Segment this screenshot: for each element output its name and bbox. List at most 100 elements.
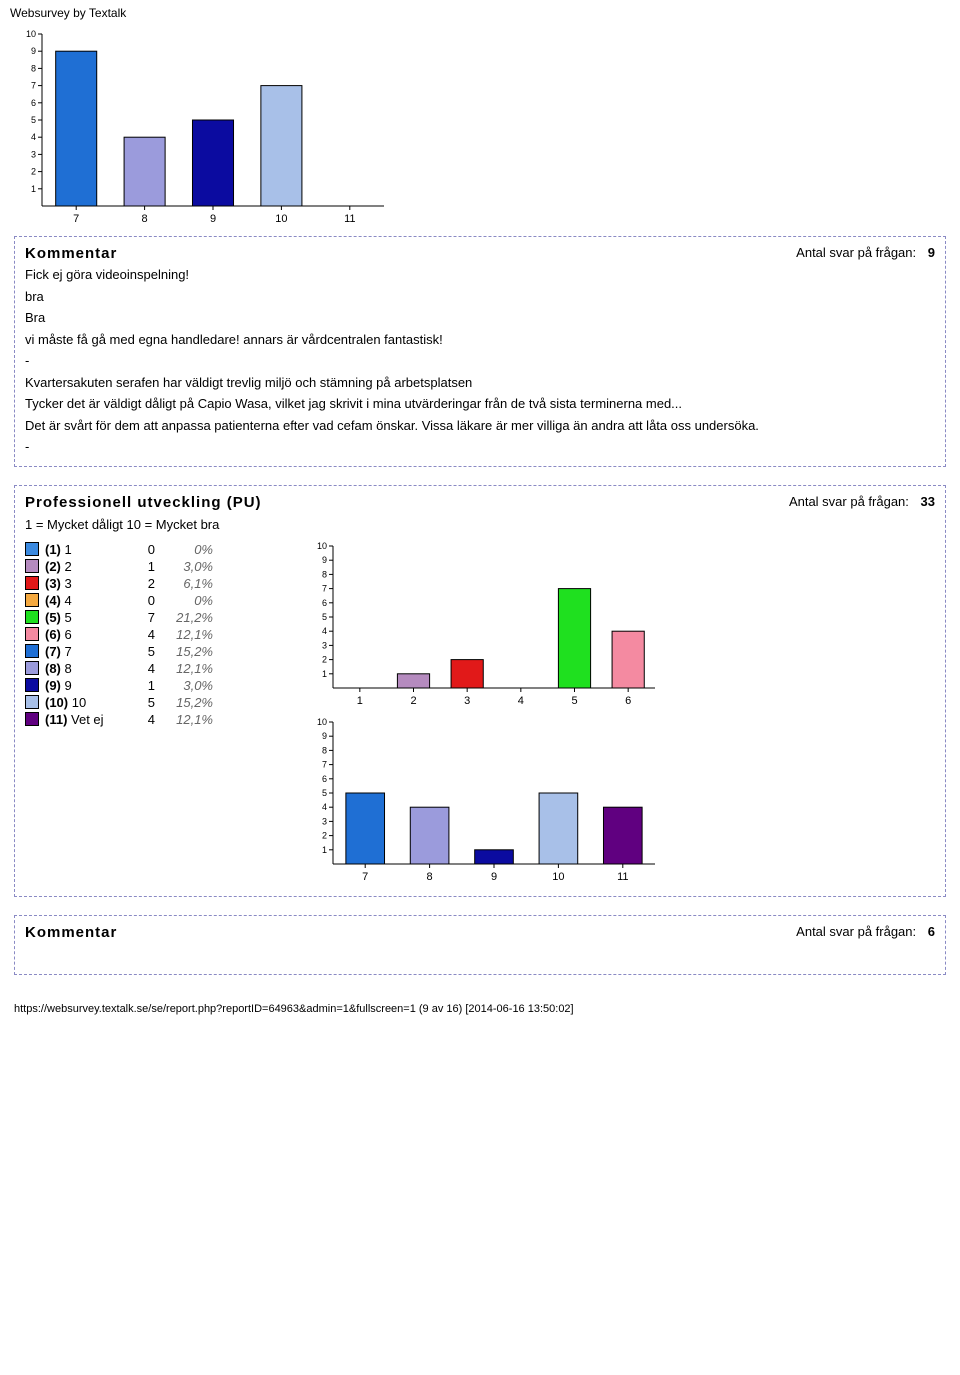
legend-percent: 0% [163, 593, 213, 608]
legend-swatch [25, 610, 39, 624]
comment-line: bra [25, 288, 935, 306]
svg-text:4: 4 [322, 626, 327, 636]
legend-swatch [25, 661, 39, 675]
legend-row: (6) 6412,1% [25, 627, 285, 642]
answer-count-pu: Antal svar på frågan: 33 [789, 494, 935, 509]
legend-row: (7) 75 15,2% [25, 644, 285, 659]
svg-text:5: 5 [322, 788, 327, 798]
svg-text:9: 9 [31, 46, 36, 56]
legend-percent: 12,1% [163, 661, 213, 676]
legend-swatch [25, 695, 39, 709]
legend-count: 4 [125, 712, 155, 727]
svg-text:9: 9 [322, 731, 327, 741]
svg-text:8: 8 [322, 569, 327, 579]
page-header: Websurvey by Textalk [0, 0, 960, 24]
legend-count: 1 [125, 559, 155, 574]
kommentar-title-1: Kommentar [25, 245, 117, 262]
legend-count: 4 [125, 627, 155, 642]
svg-text:6: 6 [322, 598, 327, 608]
comment-line: Bra [25, 309, 935, 327]
svg-text:1: 1 [357, 695, 363, 707]
svg-text:10: 10 [317, 717, 327, 727]
svg-text:1: 1 [322, 845, 327, 855]
svg-text:7: 7 [31, 81, 36, 91]
legend-swatch [25, 678, 39, 692]
svg-text:7: 7 [73, 213, 79, 225]
comment-line: - [25, 352, 935, 370]
legend-percent: 3,0% [163, 678, 213, 693]
svg-text:6: 6 [31, 98, 36, 108]
pu-bar-chart-b: 123456789107891011 [305, 716, 665, 886]
answer-count-2: Antal svar på frågan: 6 [796, 924, 935, 939]
top-bar-chart: 123456789107891011 [14, 28, 394, 228]
legend-label: (11) Vet ej [45, 712, 125, 727]
legend-row: (5) 57 21,2% [25, 610, 285, 625]
comment-line: - [25, 438, 935, 456]
legend-count: 2 [125, 576, 155, 591]
svg-text:8: 8 [427, 871, 433, 883]
svg-text:10: 10 [26, 29, 36, 39]
kommentar-section-1: Antal svar på frågan: 9 Kommentar Fick e… [14, 236, 946, 467]
comment-line: Kvartersakuten serafen har väldigt trevl… [25, 374, 935, 392]
legend-swatch [25, 593, 39, 607]
comment-line: Tycker det är väldigt dåligt på Capio Wa… [25, 395, 935, 413]
answer-label: Antal svar på frågan: [796, 245, 916, 260]
pu-bar-chart-a: 12345678910123456 [305, 540, 665, 710]
svg-text:9: 9 [322, 555, 327, 565]
svg-text:2: 2 [322, 655, 327, 665]
svg-text:4: 4 [518, 695, 524, 707]
legend-count: 5 [125, 644, 155, 659]
svg-text:8: 8 [31, 63, 36, 73]
svg-text:10: 10 [552, 871, 564, 883]
legend-count: 4 [125, 661, 155, 676]
legend-row: (3) 326,1% [25, 576, 285, 591]
svg-text:5: 5 [31, 115, 36, 125]
legend-swatch [25, 576, 39, 590]
svg-text:1: 1 [31, 184, 36, 194]
legend-percent: 12,1% [163, 627, 213, 642]
answer-label: Antal svar på frågan: [796, 924, 916, 939]
legend-label: (7) 7 [45, 644, 125, 659]
page-footer: https://websurvey.textalk.se/se/report.p… [0, 993, 960, 1025]
legend-percent: 21,2% [163, 610, 213, 625]
svg-text:10: 10 [317, 541, 327, 551]
legend-label: (8) 8 [45, 661, 125, 676]
svg-text:5: 5 [322, 612, 327, 622]
legend-swatch [25, 559, 39, 573]
svg-text:11: 11 [344, 213, 355, 225]
legend-swatch [25, 712, 39, 726]
legend-label: (5) 5 [45, 610, 125, 625]
legend-row: (2) 213,0% [25, 559, 285, 574]
legend-percent: 15,2% [163, 644, 213, 659]
legend-row: (11) Vet ej412,1% [25, 712, 285, 727]
legend-row: (8) 84 12,1% [25, 661, 285, 676]
legend-label: (3) 3 [45, 576, 125, 591]
legend-percent: 0% [163, 542, 213, 557]
pu-section: Antal svar på frågan: 33 Professionell u… [14, 485, 946, 897]
legend-label: (9) 9 [45, 678, 125, 693]
kommentar-lines: Fick ej göra videoinspelning!braBravi må… [25, 266, 935, 456]
svg-text:4: 4 [31, 132, 36, 142]
pu-title: Professionell utveckling (PU) [25, 494, 262, 511]
legend-count: 7 [125, 610, 155, 625]
answer-label: Antal svar på frågan: [789, 494, 909, 509]
comment-line: Det är svårt för dem att anpassa patient… [25, 417, 935, 435]
svg-text:5: 5 [571, 695, 577, 707]
legend-row: (1) 100% [25, 542, 285, 557]
pu-charts: 12345678910123456 123456789107891011 [305, 540, 665, 886]
svg-text:7: 7 [322, 760, 327, 770]
svg-text:7: 7 [362, 871, 368, 883]
svg-text:3: 3 [31, 149, 36, 159]
svg-text:2: 2 [322, 831, 327, 841]
legend-row: (10) 10515,2% [25, 695, 285, 710]
answer-count-1: Antal svar på frågan: 9 [796, 245, 935, 260]
svg-text:6: 6 [625, 695, 631, 707]
svg-text:8: 8 [322, 745, 327, 755]
comment-line: Fick ej göra videoinspelning! [25, 266, 935, 284]
svg-text:4: 4 [322, 802, 327, 812]
answer-number: 6 [928, 924, 935, 939]
svg-text:1: 1 [322, 669, 327, 679]
legend-label: (10) 10 [45, 695, 125, 710]
svg-text:3: 3 [464, 695, 470, 707]
legend-swatch [25, 542, 39, 556]
